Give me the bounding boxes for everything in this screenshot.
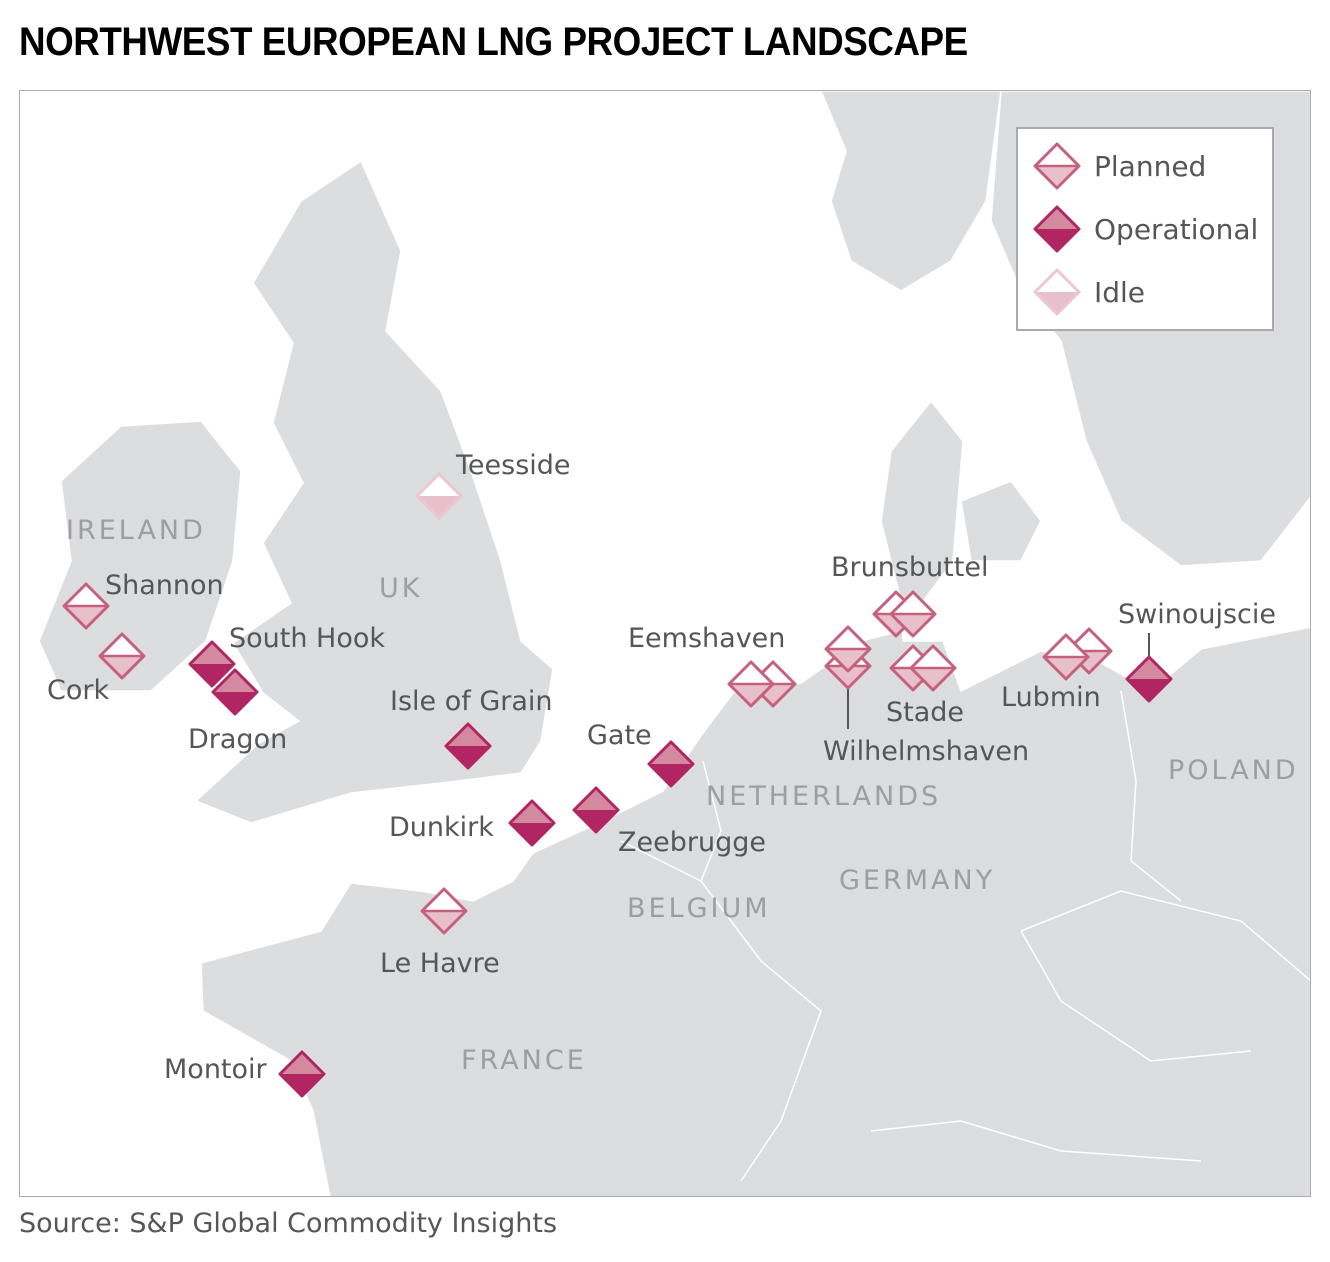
site-label-dunkirk: Dunkirk	[389, 812, 494, 843]
idle-marker-icon	[1033, 268, 1081, 316]
site-label-isle-of-grain: Isle of Grain	[390, 686, 553, 717]
planned-marker-icon	[1033, 142, 1081, 190]
country-labels: IRELAND UK NETHERLANDS BELGIUM GERMANY F…	[66, 515, 1299, 1076]
border-line	[740, 960, 822, 1182]
country-label-ireland: IRELAND	[66, 515, 206, 546]
denmark-islands	[960, 480, 1042, 562]
site-label-wilhelmshaven: Wilhelmshaven	[823, 736, 1029, 767]
country-label-netherlands: NETHERLANDS	[706, 781, 941, 812]
country-label-poland: POLAND	[1168, 755, 1299, 786]
legend-label-planned: Planned	[1094, 149, 1207, 183]
norway-land	[820, 91, 1002, 292]
britain-land	[194, 159, 554, 824]
operational-marker-icon	[1033, 205, 1081, 253]
country-label-germany: GERMANY	[839, 865, 995, 896]
page-title: NORTHWEST EUROPEAN LNG PROJECT LANDSCAPE	[19, 20, 968, 64]
border-line	[700, 760, 762, 962]
marker-dunkirk[interactable]	[508, 799, 556, 847]
site-label-shannon: Shannon	[105, 570, 224, 601]
site-label-teesside: Teesside	[455, 450, 571, 481]
border-line	[620, 840, 702, 882]
site-label-gate: Gate	[587, 720, 652, 751]
border-line	[1020, 930, 1252, 1062]
source-note: Source: S&P Global Commodity Insights	[19, 1208, 558, 1239]
legend-label-operational: Operational	[1094, 212, 1259, 246]
legend-item-operational: Operational	[1032, 204, 1258, 254]
site-label-swinoujscie: Swinoujscie	[1118, 599, 1276, 630]
border-line	[1020, 890, 1310, 982]
site-label-le-havre: Le Havre	[380, 948, 500, 979]
country-label-france: FRANCE	[461, 1045, 587, 1076]
legend-item-idle: Idle	[1032, 267, 1145, 317]
site-label-dragon: Dragon	[188, 724, 287, 755]
site-label-brunsbuttel: Brunsbuttel	[831, 552, 988, 583]
border-line	[1120, 690, 1182, 902]
legend: Planned Operational Idle	[1016, 127, 1274, 331]
site-label-zeebrugge: Zeebrugge	[618, 827, 766, 858]
legend-item-planned: Planned	[1032, 141, 1206, 191]
site-labels: Shannon Cork South Hook Dragon Teesside …	[47, 450, 1276, 1085]
site-label-eemshaven: Eemshaven	[628, 623, 785, 654]
site-label-south-hook: South Hook	[229, 623, 385, 654]
country-label-uk: UK	[379, 573, 422, 604]
site-label-cork: Cork	[47, 675, 109, 706]
site-label-lubmin: Lubmin	[1001, 682, 1101, 713]
site-label-stade: Stade	[886, 697, 964, 728]
country-label-belgium: BELGIUM	[627, 893, 771, 924]
map-frame: IRELAND UK NETHERLANDS BELGIUM GERMANY F…	[19, 90, 1311, 1197]
legend-label-idle: Idle	[1094, 275, 1146, 309]
borders	[620, 690, 1310, 1182]
border-line	[870, 1120, 1202, 1162]
site-label-montoir: Montoir	[164, 1054, 268, 1085]
